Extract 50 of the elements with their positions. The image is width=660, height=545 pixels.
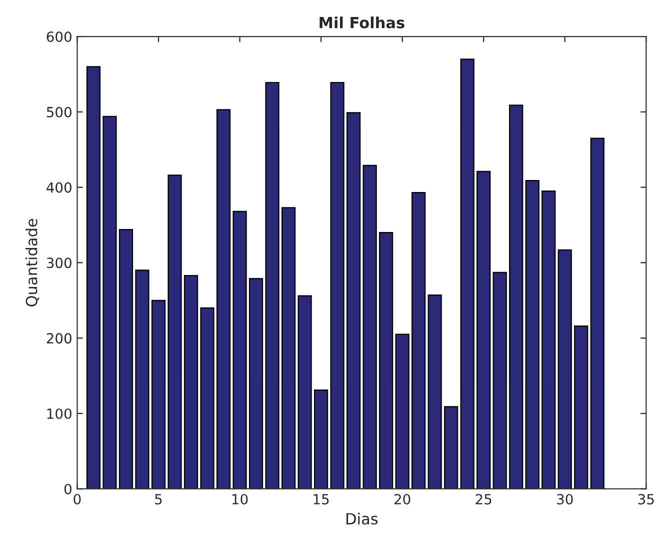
bar (118, 228, 134, 489)
chart-title: Mil Folhas (320, 16, 404, 28)
bar (151, 300, 166, 489)
y-tick-label: 300 (46, 258, 72, 268)
x-tick-label: 20 (394, 494, 410, 504)
y-tick-label: 600 (46, 31, 72, 42)
bar (525, 180, 540, 489)
bar (362, 164, 377, 489)
bar (232, 210, 247, 489)
bar (574, 325, 588, 489)
bar (330, 82, 344, 489)
bar (428, 294, 442, 489)
bar (248, 278, 264, 489)
x-tick-label: 0 (74, 494, 81, 504)
bar (135, 270, 150, 489)
bar (460, 58, 474, 489)
y-tick-label: 500 (46, 106, 72, 118)
y-tick-label: 200 (46, 333, 72, 344)
bar (298, 295, 312, 489)
x-tick-label: 25 (476, 494, 492, 504)
bar (86, 66, 101, 489)
bar (492, 272, 507, 489)
x-tick-label: 5 (155, 494, 162, 504)
y-tick-label: 100 (47, 408, 72, 419)
y-axis-title: Quantidade (26, 218, 40, 306)
bar (184, 274, 198, 489)
bar (168, 174, 182, 489)
bar (395, 334, 410, 489)
x-axis-title: Dias (346, 512, 378, 525)
bar (558, 249, 572, 489)
bar (200, 307, 214, 489)
bar (542, 190, 556, 489)
y-tick-label: 0 (64, 484, 72, 494)
bar (265, 82, 280, 489)
bar (102, 116, 117, 489)
bar (346, 112, 361, 489)
x-tick-label: 30 (557, 494, 573, 504)
bar (314, 390, 328, 489)
bar (476, 170, 491, 489)
x-tick-label: 10 (232, 494, 248, 504)
bar (379, 232, 394, 489)
bar (590, 138, 604, 489)
bar (216, 109, 231, 489)
bar (281, 207, 296, 489)
x-tick-label: 15 (314, 494, 329, 504)
bar (444, 406, 458, 489)
bar (412, 192, 426, 489)
x-tick-label: 35 (638, 494, 654, 504)
bar (509, 104, 524, 489)
y-tick-label: 400 (46, 182, 72, 193)
